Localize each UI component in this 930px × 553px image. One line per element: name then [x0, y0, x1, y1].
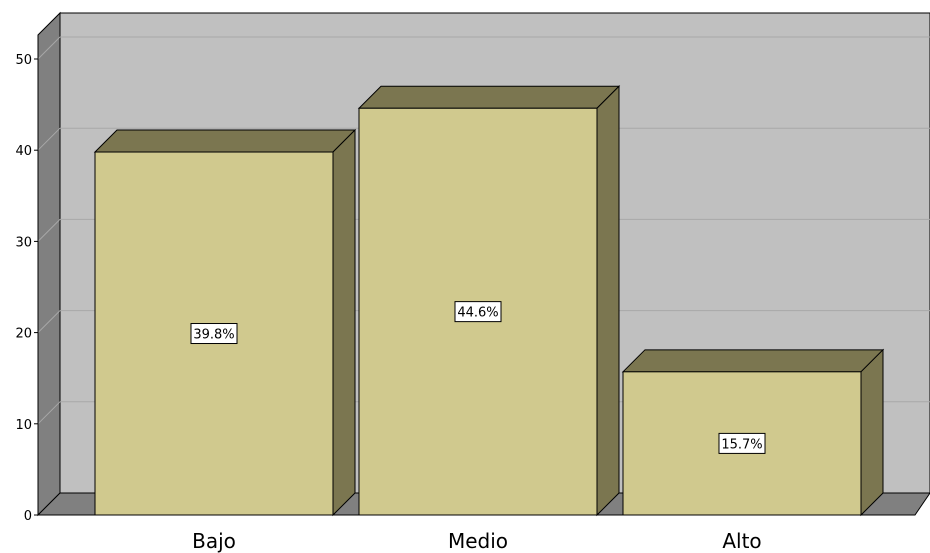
- bar-side-face: [332, 128, 356, 517]
- y-tick-label: 20: [15, 327, 32, 342]
- y-tick-label: 0: [24, 509, 32, 524]
- gridline-side: [37, 401, 61, 425]
- data-label: 44.6%: [457, 306, 498, 321]
- gridline-side: [37, 127, 61, 151]
- bar-side-face: [596, 85, 620, 517]
- y-tick-label: 30: [15, 235, 32, 250]
- gridline-side: [37, 219, 61, 242]
- data-label: 15.7%: [721, 437, 762, 452]
- plot-side-wall: [37, 11, 61, 517]
- x-category-label: Medio: [448, 529, 508, 553]
- gridline-side: [37, 310, 61, 333]
- y-tick-label: 50: [15, 53, 32, 68]
- data-label-box: [454, 301, 502, 323]
- data-label-box: [718, 432, 766, 454]
- bar-top-face: [357, 85, 621, 109]
- x-category-label: Alto: [722, 529, 761, 553]
- bar-top-face: [93, 129, 357, 153]
- bar-top-face: [621, 349, 885, 373]
- gridline-side: [37, 36, 61, 60]
- bar-side-face: [860, 348, 884, 517]
- x-category-label: Bajo: [192, 529, 236, 553]
- data-label-box: [190, 323, 238, 345]
- data-label: 39.8%: [193, 328, 234, 343]
- y-tick-label: 10: [15, 418, 32, 433]
- y-tick-label: 40: [15, 144, 32, 159]
